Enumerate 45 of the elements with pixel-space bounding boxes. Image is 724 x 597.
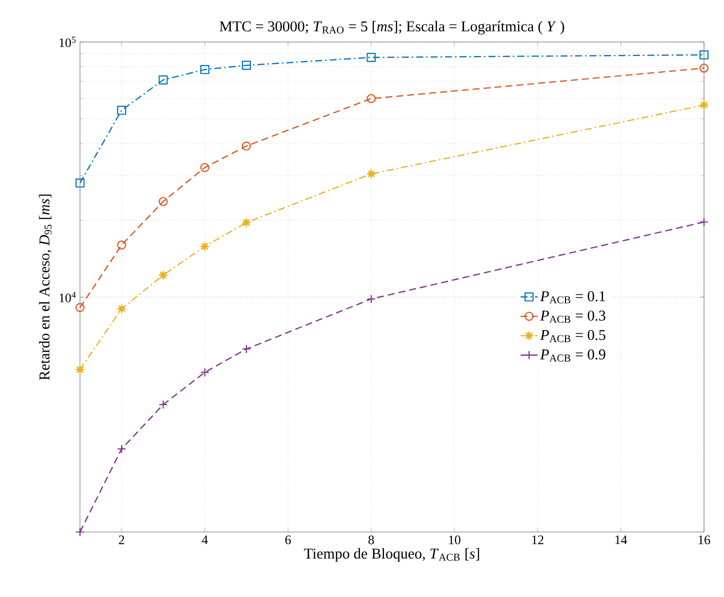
point — [699, 50, 709, 60]
legend-label: P$_{ACB}$ = 0.1 — [540, 291, 606, 304]
point — [699, 64, 709, 73]
point — [158, 196, 168, 206]
x-tick-label: 10 — [449, 536, 460, 544]
point — [366, 52, 376, 62]
point — [158, 75, 168, 84]
x-tick-label: 2 — [118, 536, 124, 544]
x-axis-title: Tiempo de Bloqueo, T$_{ACB}$ [s] — [304, 548, 480, 562]
legend-label: P$_{ACB}$ = 0.5 — [540, 330, 606, 342]
point — [200, 368, 210, 377]
point — [75, 365, 85, 374]
point — [699, 100, 709, 110]
x-tick-label: 12 — [532, 536, 544, 544]
point — [366, 94, 376, 104]
point — [200, 163, 210, 172]
point — [75, 303, 85, 312]
x-tick-label: 6 — [285, 536, 291, 544]
x-tick-label: 4 — [202, 536, 208, 544]
legend-label: P$_{ACB}$ = 0.3 — [540, 310, 606, 323]
point — [117, 444, 126, 454]
point — [242, 60, 251, 70]
point — [242, 344, 251, 354]
point — [366, 169, 376, 178]
point — [75, 527, 85, 537]
y-tick-label: 10$^{5}$ — [60, 36, 76, 48]
x-tick-label: 16 — [698, 536, 710, 544]
point — [158, 270, 168, 280]
point — [117, 304, 126, 314]
point — [117, 240, 126, 250]
point — [200, 64, 210, 74]
chart-title: MTC = 30000; T$_{RAO}$ = 5 [ms]; Escala = Logarítmica ( Y ) — [220, 20, 564, 34]
point — [75, 178, 85, 188]
legend-label: P$_{ACB}$ = 0.9 — [540, 349, 606, 362]
point — [366, 294, 376, 304]
y-tick-label: 10$^{4}$ — [60, 292, 76, 302]
x-tick-label: 8 — [368, 536, 374, 544]
point — [200, 242, 210, 251]
point — [699, 217, 709, 227]
point — [242, 141, 251, 151]
y-axis-title: Retardo en el Acceso, D$_{95}$ [ms] — [39, 194, 52, 380]
point — [242, 218, 251, 228]
point — [117, 106, 126, 115]
x-tick-label: 14 — [615, 536, 628, 544]
point — [158, 400, 168, 410]
